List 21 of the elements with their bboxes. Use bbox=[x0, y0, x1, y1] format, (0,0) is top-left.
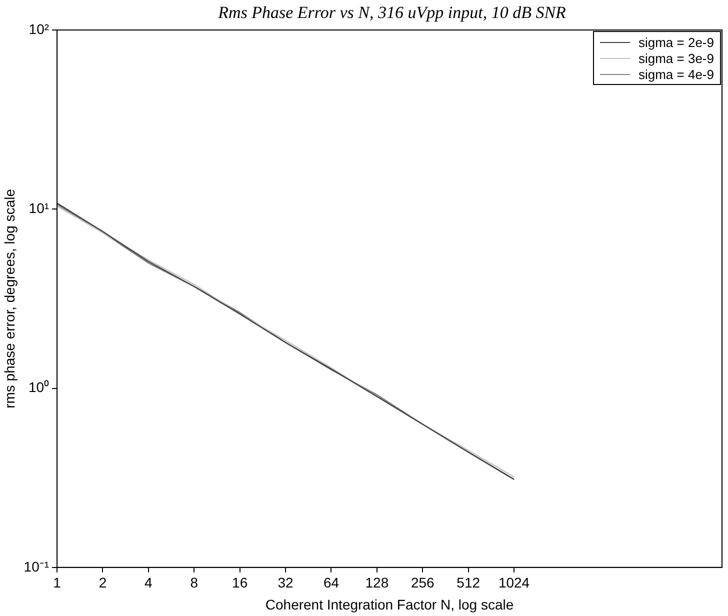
y-tick-label: 10¹ bbox=[28, 200, 50, 216]
y-tick-label: 10² bbox=[28, 20, 50, 37]
x-tick-label: 512 bbox=[456, 574, 480, 591]
y-tick-label: 10⁰ bbox=[28, 379, 50, 396]
legend-label: sigma = 3e-9 bbox=[638, 50, 714, 66]
x-tick-label: 16 bbox=[232, 574, 248, 591]
legend-label: sigma = 4e-9 bbox=[638, 66, 714, 82]
chart-title: Rms Phase Error vs N, 316 uVpp input, 10 dB SNR bbox=[217, 3, 567, 23]
x-tick-label: 64 bbox=[323, 574, 340, 591]
x-tick-label: 2 bbox=[98, 574, 107, 591]
x-axis-title: Coherent Integration Factor N, log scale bbox=[265, 596, 514, 612]
x-tick-label: 32 bbox=[278, 574, 294, 591]
x-tick-label: 4 bbox=[144, 574, 153, 591]
x-tick-label: 1024 bbox=[498, 574, 530, 591]
x-tick-label: 256 bbox=[410, 574, 435, 591]
x-tick-label: 1 bbox=[53, 574, 62, 591]
y-axis-title: rms phase error, degrees, log scale bbox=[1, 188, 18, 408]
y-tick-label: 10⁻¹ bbox=[24, 558, 50, 574]
x-tick-label: 128 bbox=[365, 574, 389, 591]
x-tick-label: 8 bbox=[190, 574, 198, 591]
legend-label: sigma = 2e-9 bbox=[638, 34, 714, 50]
